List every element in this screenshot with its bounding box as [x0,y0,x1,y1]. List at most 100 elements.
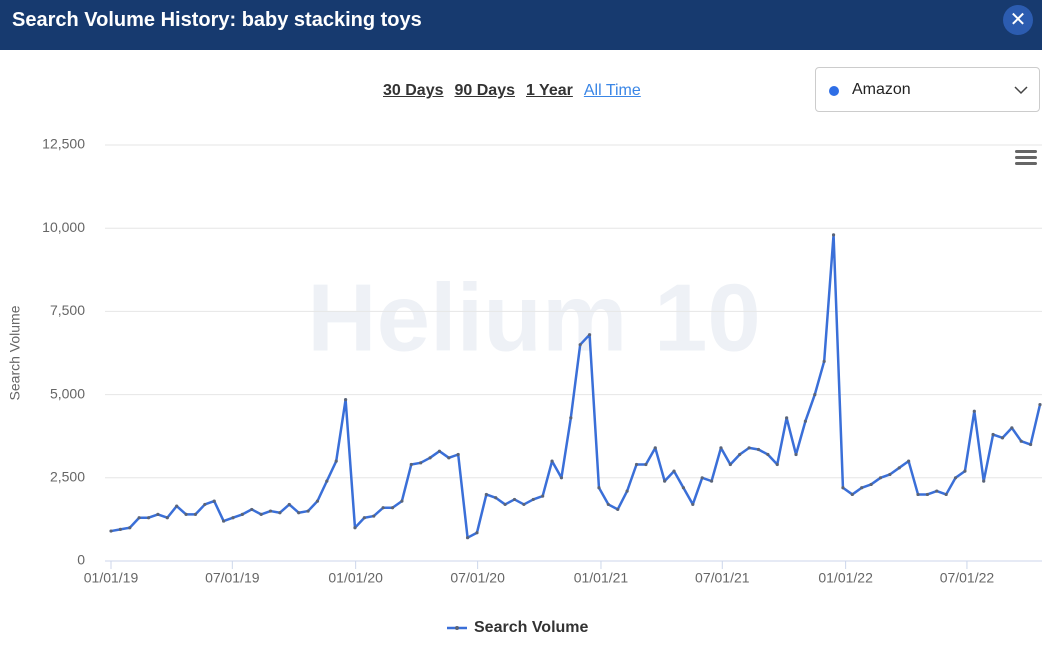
data-point [794,452,798,457]
x-tick-label: 01/01/20 [328,570,383,586]
data-point [184,512,188,517]
data-point [400,499,404,503]
data-point [203,502,207,507]
data-point [212,499,216,503]
series-line [110,233,1042,539]
data-point [297,511,301,515]
data-point [653,446,657,450]
data-point [822,359,826,363]
legend-label: Search Volume [474,619,589,636]
data-point [597,486,601,490]
range-button[interactable]: All Time [583,82,641,99]
data-point [306,509,310,513]
data-point [766,452,770,457]
data-point [1010,426,1014,430]
data-point [315,499,320,503]
data-point [381,506,385,510]
data-point [756,447,761,452]
data-point [569,416,573,420]
data-point [156,512,160,517]
data-point [353,526,357,530]
data-point [437,449,442,453]
marketplace-dropdown[interactable]: Amazon [815,67,1040,112]
data-point [193,512,198,517]
modal-header: Search Volume History: baby stacking toy… [0,0,1042,50]
data-point [634,462,639,467]
marketplace-dot [829,86,839,96]
chevron [1014,86,1028,95]
data-point [522,502,526,507]
data-point [250,507,254,512]
data-point [325,479,329,483]
data-point [925,492,929,497]
modal-title: Search Volume History: baby stacking toy… [12,9,422,31]
data-point [982,479,986,483]
range-button[interactable]: 1 Year [526,82,573,99]
y-tick-label: 5,000 [50,385,85,401]
data-point [916,492,920,497]
x-tick-label: 07/01/20 [450,570,505,586]
x-tick-label: 01/01/22 [818,570,873,586]
data-point [831,233,836,237]
data-point [175,504,179,508]
data-point [231,516,235,520]
data-point [775,462,779,467]
data-point [850,492,854,497]
data-point [240,512,244,517]
data-point [691,502,695,507]
data-point [475,531,479,535]
x-tick-label: 01/01/21 [574,570,629,586]
data-point [268,509,273,513]
data-point [343,397,348,402]
data-point [503,502,507,507]
data-point [972,409,976,413]
y-tick-label: 7,500 [50,302,85,318]
x-tick-label: 07/01/21 [695,570,750,586]
data-point [644,462,648,467]
data-point [813,393,817,397]
data-point [550,459,554,463]
data-point [362,516,366,520]
data-point [531,497,535,502]
menu-icon[interactable] [1015,150,1037,165]
data-point [700,476,704,480]
data-point [1038,402,1042,407]
data-point [128,526,132,530]
close-button[interactable]: ✕ [1003,5,1033,35]
data-point [860,486,864,490]
data-point [287,502,291,507]
data-point [334,459,338,463]
data-point [465,536,470,540]
data-point [803,419,808,423]
data-point [963,469,967,473]
range-selector: 30 Days 90 Days 1 Year All Time [383,82,652,100]
data-point [559,476,564,480]
data-point [409,462,413,467]
chart: Helium 10 Search Volume 0 2,500 5,000 7,500… [7,136,1042,636]
data-point [1019,439,1023,443]
data-point [428,456,432,460]
data-point [1000,436,1005,440]
y-tick-label: 12,500 [42,136,85,152]
range-button[interactable]: 90 Days [454,82,516,99]
data-point [785,416,789,420]
data-point [738,452,742,457]
data-point [109,529,113,533]
data-point [578,343,582,347]
data-point [747,446,751,450]
data-point [165,516,169,520]
data-point [953,476,958,480]
data-point [484,492,488,497]
data-point [278,511,282,515]
x-tick-label: 07/01/22 [940,570,995,586]
range-button[interactable]: 30 Days [383,82,444,99]
data-point [944,492,948,497]
data-point [494,496,498,500]
data-point [512,497,517,502]
data-point [541,494,545,498]
watermark: Helium 10 [307,264,761,371]
data-point [1029,442,1033,447]
data-point [419,461,423,465]
data-point [118,527,122,531]
